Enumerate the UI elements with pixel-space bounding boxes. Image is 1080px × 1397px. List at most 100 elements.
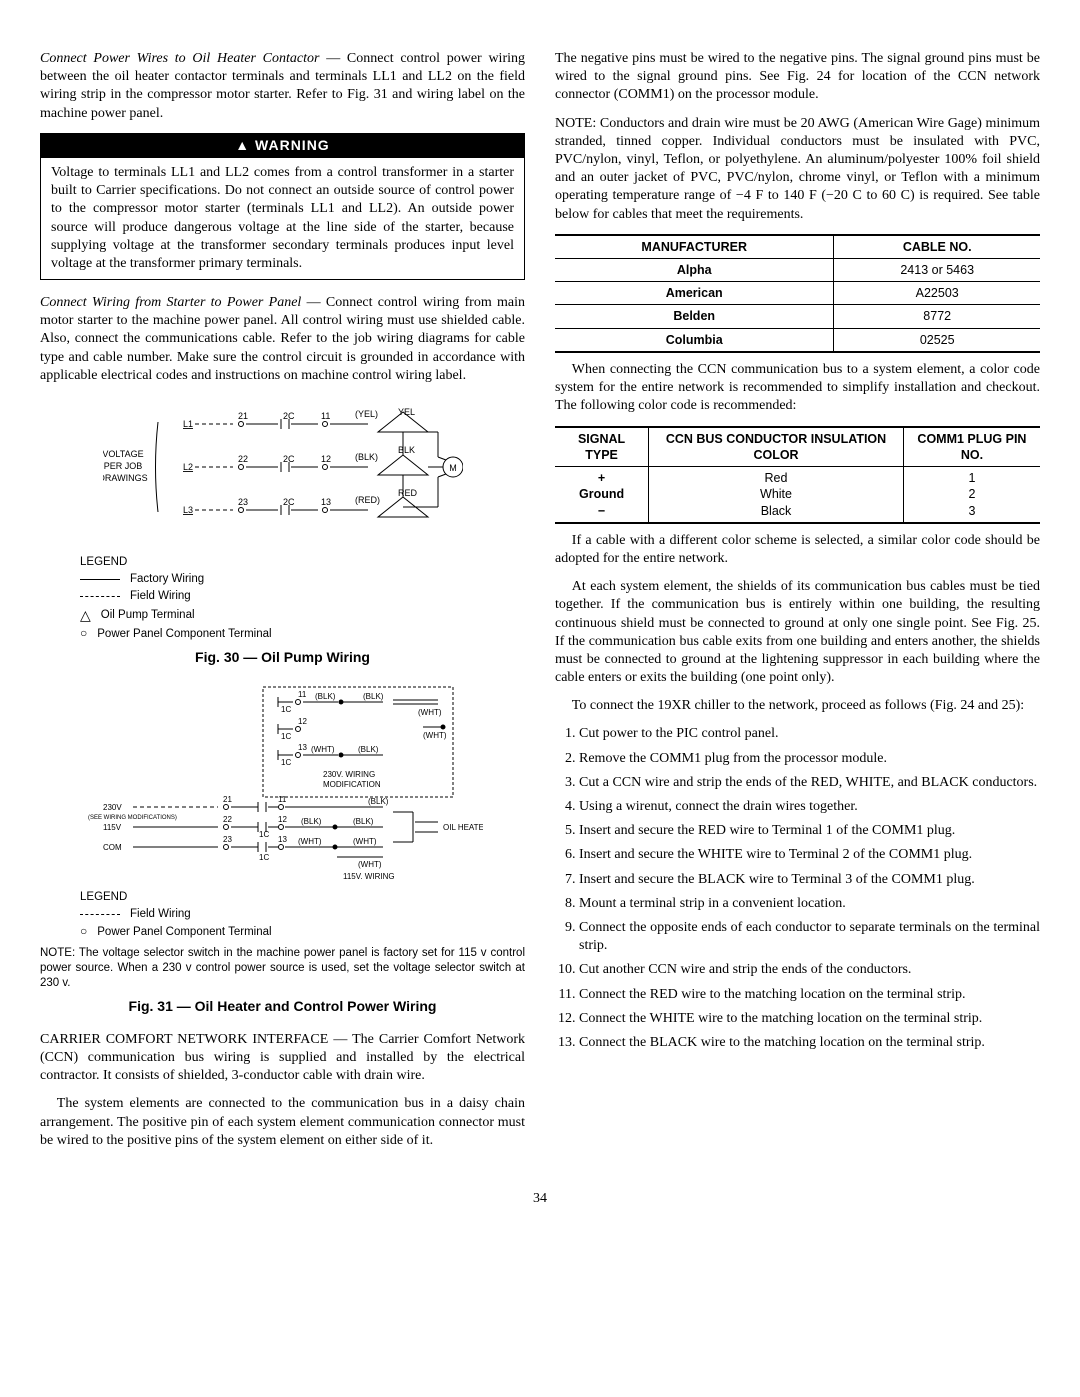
right-note: NOTE: Conductors and drain wire must be … [555, 115, 1040, 224]
svg-text:(WHT): (WHT) [358, 860, 382, 869]
color-cell: Red White Black [649, 467, 904, 523]
svg-text:11: 11 [321, 411, 330, 421]
warning-body: Voltage to terminals LL1 and LL2 comes f… [40, 157, 525, 280]
svg-text:230V. WIRING: 230V. WIRING [323, 770, 375, 779]
svg-text:21: 21 [238, 411, 248, 421]
right-p4: At each system element, the shields of i… [555, 578, 1040, 687]
line-dash-icon-2 [80, 914, 120, 915]
svg-text:YEL: YEL [398, 407, 415, 417]
svg-text:PER JOB: PER JOB [103, 461, 142, 471]
right-p3: If a cable with a different color scheme… [555, 532, 1040, 568]
right-p2: When connecting the CCN communication bu… [555, 361, 1040, 416]
svg-text:RED: RED [398, 488, 418, 498]
fig30-diagram: VOLTAGE PER JOB DRAWINGS L1 21 2C [40, 397, 525, 551]
line-dash-icon [80, 596, 120, 597]
td: Belden [555, 305, 834, 328]
svg-text:13: 13 [278, 835, 287, 844]
color-black: Black [657, 503, 895, 519]
legend-ppc: Power Panel Component Terminal [97, 627, 271, 642]
svg-text:(WHT): (WHT) [298, 837, 322, 846]
cable-table: MANUFACTURER CABLE NO. Alpha2413 or 5463… [555, 234, 1040, 353]
left-column: Connect Power Wires to Oil Heater Contac… [40, 50, 525, 1160]
svg-text:COM: COM [103, 843, 122, 852]
svg-text:(WHT): (WHT) [423, 731, 447, 740]
svg-text:230V: 230V [103, 803, 122, 812]
svg-text:L1: L1 [183, 419, 193, 429]
color-red: Red [657, 470, 895, 486]
svg-text:13: 13 [298, 743, 307, 752]
right-p5: To connect the 19XR chiller to the netwo… [555, 697, 1040, 715]
warning-label: WARNING [255, 137, 330, 153]
th-pin: COMM1 PLUG PIN NO. [903, 427, 1040, 467]
svg-text:22: 22 [238, 454, 248, 464]
line-solid-icon [80, 579, 120, 580]
circle-icon: ○ [80, 626, 87, 642]
svg-text:(BLK): (BLK) [358, 745, 379, 754]
heading-starter: Connect Wiring from Starter to Power Pan… [40, 295, 301, 310]
svg-text:(BLK): (BLK) [368, 797, 389, 806]
step: Insert and secure the WHITE wire to Term… [579, 846, 1040, 864]
step: Connect the WHITE wire to the matching l… [579, 1010, 1040, 1028]
fig31-legend: LEGEND Field Wiring ○Power Panel Compone… [80, 890, 525, 939]
step: Cut a CCN wire and strip the ends of the… [579, 774, 1040, 792]
svg-text:11: 11 [278, 795, 287, 804]
step: Cut power to the PIC control panel. [579, 725, 1040, 743]
step: Connect the RED wire to the matching loc… [579, 986, 1040, 1004]
svg-text:(BLK): (BLK) [355, 452, 378, 462]
td: 02525 [834, 328, 1040, 352]
right-p1: The negative pins must be wired to the n… [555, 50, 1040, 105]
svg-text:1C: 1C [259, 853, 269, 862]
legend-factory: Factory Wiring [130, 572, 204, 587]
td: Alpha [555, 258, 834, 281]
sig-cell: + Ground − [555, 467, 649, 523]
page-number: 34 [40, 1190, 1040, 1208]
svg-text:BLK: BLK [398, 445, 415, 455]
svg-text:(BLK): (BLK) [315, 692, 336, 701]
svg-text:VOLTAGE: VOLTAGE [103, 449, 144, 459]
td: A22503 [834, 282, 1040, 305]
sig-minus: − [563, 503, 640, 519]
legend-title: LEGEND [80, 555, 525, 570]
pin-1: 1 [912, 470, 1032, 486]
sig-plus: + [563, 470, 640, 486]
step: Using a wirenut, connect the drain wires… [579, 798, 1040, 816]
heading-ccn: CARRIER COMFORT NETWORK INTERFACE [40, 1032, 328, 1047]
svg-text:115V. WIRING: 115V. WIRING [343, 872, 395, 881]
td: Columbia [555, 328, 834, 352]
svg-text:(YEL): (YEL) [355, 409, 378, 419]
fig30-caption: Fig. 30 — Oil Pump Wiring [40, 648, 525, 666]
svg-text:1C: 1C [281, 758, 291, 767]
fig31-diagram: 11 (BLK) (BLK) 1C (WHT) 12 1C (WHT) 13 [40, 682, 525, 886]
svg-text:(WHT): (WHT) [311, 745, 335, 754]
svg-text:11: 11 [298, 690, 307, 699]
pin-3: 3 [912, 503, 1032, 519]
heading-oil-heater: Connect Power Wires to Oil Heater Contac… [40, 51, 319, 66]
svg-text:(BLK): (BLK) [301, 817, 322, 826]
svg-text:115V: 115V [103, 823, 122, 832]
legend-title-2: LEGEND [80, 890, 525, 905]
svg-text:1C: 1C [281, 705, 291, 714]
para-starter: Connect Wiring from Starter to Power Pan… [40, 294, 525, 385]
step: Insert and secure the RED wire to Termin… [579, 822, 1040, 840]
svg-text:1C: 1C [281, 732, 291, 741]
svg-text:22: 22 [223, 815, 232, 824]
svg-text:L2: L2 [183, 462, 193, 472]
circle-icon-2: ○ [80, 924, 87, 940]
para-ccn: CARRIER COMFORT NETWORK INTERFACE — The … [40, 1031, 525, 1086]
triangle-icon: △ [80, 606, 91, 624]
svg-text:M: M [449, 463, 457, 473]
td: 2413 or 5463 [834, 258, 1040, 281]
fig31-caption: Fig. 31 — Oil Heater and Control Power W… [40, 997, 525, 1015]
step: Cut another CCN wire and strip the ends … [579, 961, 1040, 979]
step: Insert and secure the BLACK wire to Term… [579, 871, 1040, 889]
th-color: CCN BUS CONDUCTOR INSULATION COLOR [649, 427, 904, 467]
pin-2: 2 [912, 486, 1032, 502]
svg-text:1C: 1C [259, 830, 269, 839]
td: American [555, 282, 834, 305]
color-white: White [657, 486, 895, 502]
svg-text:L3: L3 [183, 505, 193, 515]
svg-text:23: 23 [223, 835, 232, 844]
sig-ground: Ground [563, 486, 640, 502]
para-oil-heater: Connect Power Wires to Oil Heater Contac… [40, 50, 525, 123]
legend-oilpump: Oil Pump Terminal [101, 608, 195, 623]
